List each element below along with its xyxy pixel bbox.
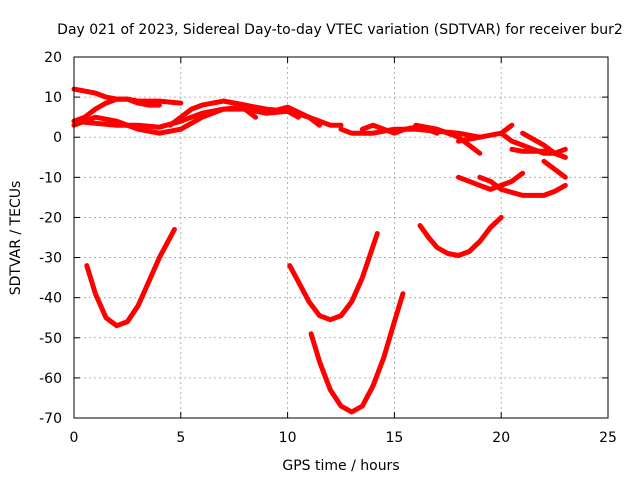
x-axis-label: GPS time / hours bbox=[282, 458, 399, 474]
series-arc-18 bbox=[541, 158, 568, 180]
series-arc-16 bbox=[456, 170, 526, 192]
x-tick-label: 0 bbox=[70, 430, 79, 446]
series-arc-15 bbox=[520, 130, 568, 160]
y-tick-label: -70 bbox=[39, 411, 62, 427]
x-tick-label: 10 bbox=[279, 430, 297, 446]
series-arc-11 bbox=[413, 122, 483, 156]
y-tick-label: -60 bbox=[39, 371, 62, 387]
y-tick-label: -50 bbox=[39, 331, 62, 347]
axis-ticks bbox=[73, 56, 609, 419]
x-tick-label: 15 bbox=[385, 430, 403, 446]
series-arc-3 bbox=[71, 96, 162, 124]
data-series bbox=[71, 86, 568, 415]
series-arc-22 bbox=[417, 214, 504, 258]
y-tick-label: -10 bbox=[39, 170, 62, 186]
y-axis-label: SDTVAR / TECUs bbox=[8, 181, 24, 296]
plot-frame bbox=[73, 56, 609, 419]
x-tick-labels: 0 5 10 15 20 25 bbox=[70, 430, 617, 446]
series-arc-7 bbox=[221, 98, 344, 128]
series-arc-21 bbox=[308, 291, 406, 415]
series-arc-17 bbox=[477, 174, 568, 198]
y-tick-labels: -70 -60 -50 -40 -30 -20 -10 0 10 20 bbox=[39, 50, 62, 427]
x-tick-label: 5 bbox=[176, 430, 185, 446]
series-arc-8 bbox=[242, 104, 323, 128]
series-arc-12 bbox=[456, 122, 515, 144]
x-tick-label: 25 bbox=[599, 430, 617, 446]
y-tick-label: 10 bbox=[44, 90, 62, 106]
y-tick-label: -30 bbox=[39, 251, 62, 267]
y-tick-label: -40 bbox=[39, 291, 62, 307]
chart-title: Day 021 of 2023, Sidereal Day-to-day VTE… bbox=[57, 22, 623, 38]
series-arc-20 bbox=[287, 231, 380, 323]
y-tick-label: -20 bbox=[39, 210, 62, 226]
x-tick-label: 20 bbox=[492, 430, 510, 446]
grid-lines bbox=[74, 57, 608, 418]
y-tick-label: 0 bbox=[53, 130, 62, 146]
series-arc-19 bbox=[84, 227, 177, 329]
y-tick-label: 20 bbox=[44, 50, 62, 66]
